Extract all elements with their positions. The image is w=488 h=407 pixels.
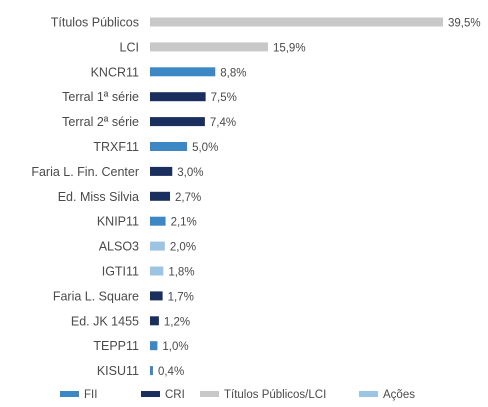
category-label-ed-miss-silvia: Ed. Miss Silvia <box>58 190 139 204</box>
category-label-kisu11: KISU11 <box>97 364 139 378</box>
category-label-kncr11: KNCR11 <box>91 65 139 79</box>
bar-igti11 <box>150 266 164 276</box>
bar-ed-jk-1455 <box>150 316 159 326</box>
category-label-faria-l-fin-center: Faria L. Fin. Center <box>31 165 139 179</box>
category-label-tepp11: TEPP11 <box>93 339 139 353</box>
legend-swatch-cri <box>141 391 160 397</box>
category-label-knip11: KNIP11 <box>97 215 139 229</box>
value-label-knip11: 2,1% <box>171 217 197 229</box>
bar-also3 <box>150 241 165 251</box>
bar-trxf11 <box>150 142 188 151</box>
bar-faria-l-square <box>150 291 163 301</box>
legend-swatch-titulos-publicos-lci <box>200 391 219 397</box>
legend-label-acoes: Ações <box>383 389 415 401</box>
bar-kisu11 <box>150 366 153 376</box>
value-label-tepp11: 1,0% <box>162 341 188 353</box>
value-label-faria-l-fin-center: 3,0% <box>177 167 203 179</box>
value-label-terral-1-serie: 7,5% <box>211 92 237 104</box>
value-label-faria-l-square: 1,7% <box>168 291 194 303</box>
legend-label-cri: CRI <box>165 389 185 401</box>
bar-faria-l-fin-center <box>150 166 173 176</box>
value-label-kisu11: 0,4% <box>158 366 184 378</box>
bar-terral-1-serie <box>150 92 206 102</box>
value-label-also3: 2,0% <box>170 242 196 254</box>
category-label-igti11: IGTI11 <box>102 265 139 279</box>
category-label-also3: ALSO3 <box>99 240 139 254</box>
legend-label-titulos-publicos-lci: Títulos Públicos/LCI <box>224 389 326 401</box>
legend-swatch-acoes <box>359 391 378 397</box>
bar-tepp11 <box>150 341 158 351</box>
category-label-trxf11: TRXF11 <box>93 140 139 154</box>
value-label-igti11: 1,8% <box>168 267 194 279</box>
value-label-ed-miss-silvia: 2,7% <box>175 192 201 204</box>
bar-lci <box>150 42 268 52</box>
value-label-ed-jk-1455: 1,2% <box>164 316 190 328</box>
bars-group: Títulos Públicos 39,5% LCI 15,9% KNCR11 8,8% T… <box>31 16 480 379</box>
value-label-titulos-publicos: 39,5% <box>448 18 481 30</box>
bar-titulos-publicos <box>150 17 443 27</box>
value-label-trxf11: 5,0% <box>192 142 218 154</box>
legend-label-fii: FII <box>84 389 97 401</box>
value-label-lci: 15,9% <box>273 42 306 54</box>
category-label-faria-l-square: Faria L. Square <box>53 289 139 303</box>
category-label-terral-1-serie: Terral 1ª série <box>62 90 139 104</box>
value-label-terral-2-serie: 7,4% <box>210 117 236 129</box>
category-label-ed-jk-1455: Ed. JK 1455 <box>71 314 139 328</box>
value-label-kncr11: 8,8% <box>220 67 246 79</box>
category-label-lci: LCI <box>120 40 139 54</box>
category-label-terral-2-serie: Terral 2ª série <box>62 115 139 129</box>
bar-terral-2-serie <box>150 117 205 127</box>
legend-swatch-fii <box>60 391 79 397</box>
bar-kncr11 <box>150 67 216 77</box>
bar-ed-miss-silvia <box>150 191 171 201</box>
legend: FII CRI Títulos Públicos/LCI Ações <box>60 389 415 401</box>
bar-knip11 <box>150 216 166 226</box>
category-label-titulos-publicos: Títulos Públicos <box>51 16 139 30</box>
